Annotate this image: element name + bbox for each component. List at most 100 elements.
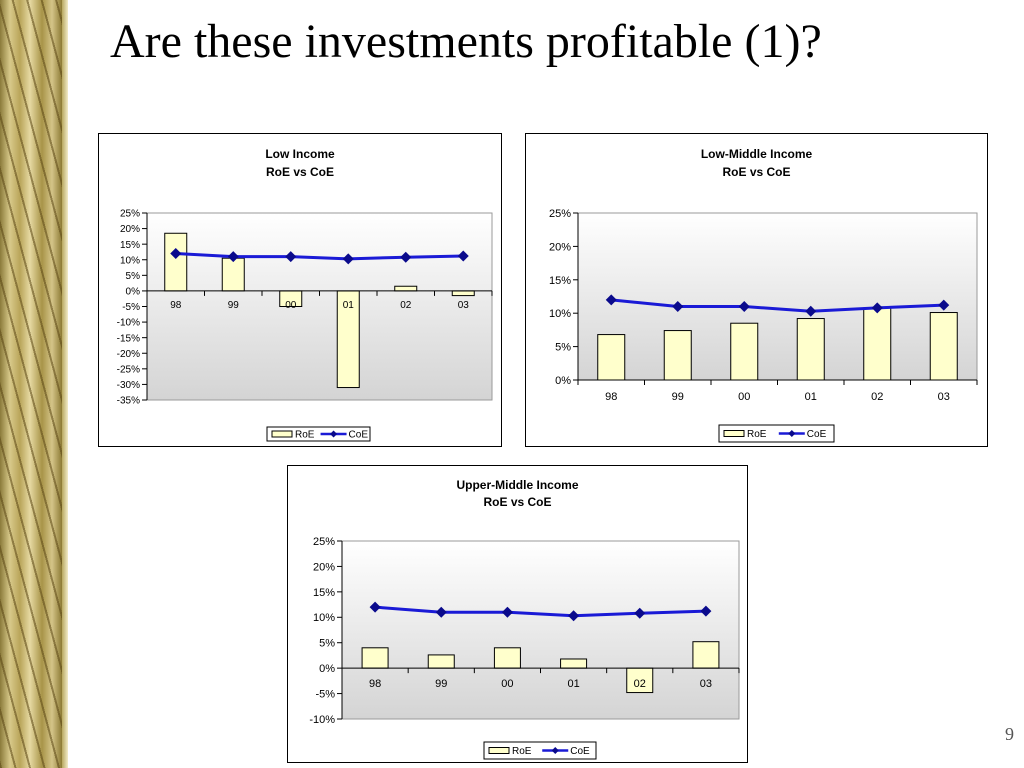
marker-coe bbox=[457, 250, 469, 262]
y-tick-label: 10% bbox=[313, 612, 335, 624]
chart-svg: Low Income RoE vs CoE 25% 20% 15% 10% 5% 0% -5% -… bbox=[117, 147, 493, 442]
y-tick-label: 0% bbox=[319, 663, 335, 675]
legend-box bbox=[718, 424, 835, 443]
plot-area bbox=[577, 212, 978, 381]
y-tick-label: 5% bbox=[126, 271, 141, 282]
y-tick-label: 20% bbox=[313, 561, 335, 573]
chart-subtitle: RoE vs CoE bbox=[266, 165, 334, 179]
x-tick-label: 99 bbox=[435, 678, 447, 690]
y-tick-label: 15% bbox=[120, 240, 140, 251]
marker-coe bbox=[938, 299, 950, 311]
legend-swatch-roe bbox=[723, 430, 745, 437]
x-tick-label: 02 bbox=[400, 300, 412, 311]
legend-label-coe: CoE bbox=[349, 430, 369, 441]
marker-coe bbox=[435, 606, 447, 618]
x-tick-label: 99 bbox=[228, 300, 240, 311]
marker-coe bbox=[672, 301, 684, 313]
plot-area bbox=[146, 212, 493, 401]
legend-label-coe: CoE bbox=[570, 746, 590, 757]
y-tick-label: 5% bbox=[319, 638, 335, 650]
legend-box bbox=[266, 426, 371, 442]
y-tick-label: 5% bbox=[555, 342, 571, 354]
y-tick-label: -30% bbox=[117, 380, 140, 391]
line-coe bbox=[175, 252, 464, 261]
chart-svg: Low-Middle Income RoE vs CoE 25% 20% 15% 10% 5… bbox=[549, 147, 978, 443]
bar-roe bbox=[164, 232, 188, 292]
chart-low-middle-income: Low-Middle Income RoE vs CoE 25% 20% 15% 10% 5… bbox=[525, 133, 988, 447]
chart-svg: Upper-Middle Income RoE vs CoE 25% 20% 15% 10… bbox=[309, 478, 740, 760]
bar-roe bbox=[221, 257, 245, 292]
line-coe bbox=[374, 605, 706, 618]
y-tick-label: -25% bbox=[117, 364, 140, 375]
marker-coe bbox=[501, 606, 513, 618]
y-tick-label: -10% bbox=[117, 318, 140, 329]
marker-coe bbox=[738, 301, 750, 313]
y-tick-label: -10% bbox=[309, 714, 335, 726]
marker-coe bbox=[871, 302, 883, 314]
y-tick-label: 25% bbox=[313, 536, 335, 548]
marker-coe bbox=[805, 305, 817, 317]
bar-roe bbox=[863, 307, 892, 381]
chart-subtitle: RoE vs CoE bbox=[483, 495, 551, 509]
line-coe bbox=[611, 298, 944, 313]
marker-coe bbox=[285, 251, 297, 263]
legend-marker-coe bbox=[788, 430, 796, 437]
chart-upper-middle-income: Upper-Middle Income RoE vs CoE 25% 20% 15% 10… bbox=[287, 465, 748, 763]
marker-coe bbox=[227, 251, 239, 263]
bar-roe bbox=[493, 647, 521, 669]
chart-title: Upper-Middle Income bbox=[456, 478, 578, 492]
chart-title: Low Income bbox=[265, 147, 335, 161]
chart-subtitle: RoE vs CoE bbox=[722, 165, 790, 179]
x-tick-label: 00 bbox=[501, 678, 513, 690]
bar-roe bbox=[394, 285, 418, 292]
y-tick-label: 15% bbox=[549, 275, 571, 287]
legend-swatch-roe bbox=[271, 430, 293, 438]
legend-label-roe: RoE bbox=[512, 746, 532, 757]
marker-coe bbox=[568, 610, 580, 622]
y-tick-label: -20% bbox=[117, 349, 140, 360]
marker-coe bbox=[605, 294, 617, 306]
x-tick-label: 02 bbox=[634, 678, 646, 690]
bar-roe bbox=[796, 318, 825, 381]
legend-marker-coe bbox=[330, 430, 338, 438]
x-tick-label: 00 bbox=[285, 300, 297, 311]
y-tick-label: 15% bbox=[313, 587, 335, 599]
y-tick-label: -5% bbox=[315, 689, 335, 701]
marker-coe bbox=[634, 607, 646, 619]
x-tick-label: 01 bbox=[805, 391, 817, 403]
y-tick-label: 10% bbox=[120, 255, 140, 266]
plot-area bbox=[341, 540, 740, 720]
x-tick-label: 98 bbox=[170, 300, 182, 311]
legend-label-roe: RoE bbox=[747, 429, 767, 440]
y-tick-label: -5% bbox=[122, 302, 140, 313]
bar-roe bbox=[929, 312, 958, 381]
legend-label-roe: RoE bbox=[295, 430, 315, 441]
bar-roe bbox=[692, 641, 720, 669]
x-tick-label: 02 bbox=[871, 391, 883, 403]
y-tick-label: 25% bbox=[549, 208, 571, 220]
legend-swatch-roe bbox=[488, 747, 510, 754]
bar-roe bbox=[361, 647, 389, 669]
page-number: 9 bbox=[1005, 724, 1014, 744]
bar-roe bbox=[427, 654, 455, 669]
marker-coe bbox=[342, 253, 354, 265]
bar-roe bbox=[730, 322, 759, 381]
y-tick-label: -15% bbox=[117, 333, 140, 344]
y-tick-label: 10% bbox=[549, 308, 571, 320]
marker-coe bbox=[170, 248, 182, 260]
y-tick-label: -35% bbox=[117, 396, 140, 407]
x-tick-label: 03 bbox=[938, 391, 950, 403]
x-tick-label: 98 bbox=[605, 391, 617, 403]
x-tick-label: 03 bbox=[700, 678, 712, 690]
x-tick-label: 03 bbox=[458, 300, 470, 311]
legend-box bbox=[483, 741, 597, 760]
bar-roe bbox=[560, 658, 588, 669]
marker-coe bbox=[369, 601, 381, 613]
y-tick-label: 20% bbox=[549, 241, 571, 253]
x-tick-label: 01 bbox=[343, 300, 355, 311]
bar-roe bbox=[597, 334, 626, 381]
page-title: Are these investments profitable (1)? bbox=[110, 15, 822, 68]
marker-coe bbox=[400, 251, 412, 263]
legend-label-coe: CoE bbox=[807, 429, 827, 440]
marker-coe bbox=[700, 605, 712, 617]
